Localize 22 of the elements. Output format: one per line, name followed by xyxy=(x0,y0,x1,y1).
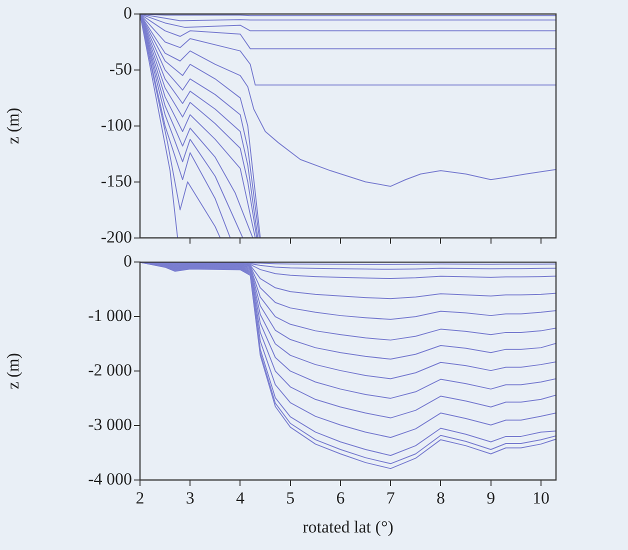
y-tick-label: -2 000 xyxy=(88,360,132,380)
y-tick-label: -4 000 xyxy=(88,469,132,488)
x-tick-label: 8 xyxy=(436,488,445,508)
x-tick-label: 6 xyxy=(336,488,345,508)
x-tick-label: 4 xyxy=(236,488,245,508)
x-tick-label: 9 xyxy=(486,488,496,508)
y-axis-title: z (m) xyxy=(4,352,23,390)
x-tick-label: 3 xyxy=(186,488,194,508)
x-axis-title: rotated lat (°) xyxy=(302,517,394,536)
x-tick-label: 7 xyxy=(386,488,396,508)
y-tick-label: -200 xyxy=(100,227,132,246)
y-axis-title: z (m) xyxy=(4,108,23,144)
y-tick-label: -150 xyxy=(100,171,132,190)
x-tick-label: 10 xyxy=(532,488,550,508)
x-tick-label: 2 xyxy=(136,488,144,508)
y-tick-label: 0 xyxy=(124,252,132,271)
y-tick-label: -100 xyxy=(100,115,132,134)
x-tick-label: 5 xyxy=(286,488,295,508)
y-tick-label: -50 xyxy=(109,59,132,78)
y-tick-label: 0 xyxy=(124,3,132,22)
y-tick-label: -1 000 xyxy=(88,306,132,326)
y-tick-label: -3 000 xyxy=(88,415,132,434)
